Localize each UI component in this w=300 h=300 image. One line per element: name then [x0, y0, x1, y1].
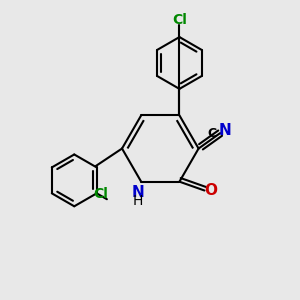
Text: Cl: Cl [93, 187, 108, 201]
Text: O: O [205, 183, 218, 198]
Text: N: N [219, 123, 232, 138]
Text: C: C [207, 127, 216, 140]
Text: Cl: Cl [172, 13, 187, 27]
Text: H: H [133, 194, 143, 208]
Text: N: N [132, 185, 145, 200]
